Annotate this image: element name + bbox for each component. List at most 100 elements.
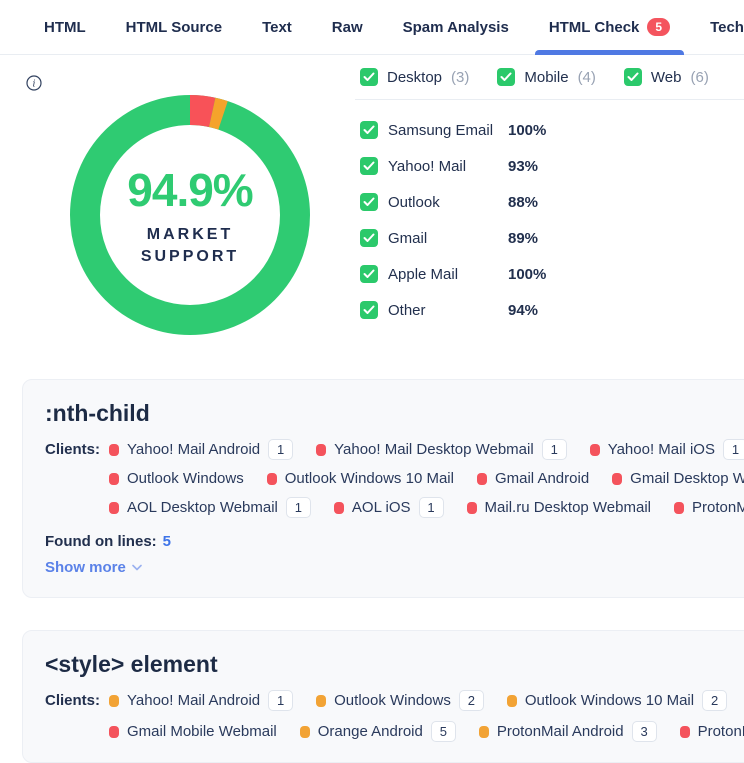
tab-label: Raw (331, 18, 363, 36)
filter-count: (4) (577, 68, 596, 86)
tab-html-source[interactable]: HTML Source (112, 0, 236, 54)
client-chip-count-badge: 1 (285, 497, 311, 518)
issue-title: :nth-child (45, 400, 150, 426)
checkbox-checked-icon[interactable] (360, 68, 378, 86)
client-chip-row: Yahoo! Mail Android 1 Outlook Windows 2 … (109, 690, 744, 711)
show-more-label: Show more (45, 559, 126, 576)
tab-text[interactable]: Text (248, 0, 306, 54)
filter-label: Web (650, 68, 682, 86)
client-chip-label: Gmail Desktop Webmail (630, 470, 744, 487)
client-support-percent: 100% (508, 265, 547, 283)
tab-tech-info[interactable]: Tech Info (696, 0, 744, 54)
checkbox-checked-icon[interactable] (497, 68, 516, 86)
checkbox-checked-icon[interactable] (360, 193, 378, 211)
client-chip-row: Outlook Windows Outlook Windows 10 Mail … (109, 470, 744, 487)
client-support-percent: 100% (508, 121, 547, 139)
platform-filters: Desktop (3) Mobile (4) Web (6) (355, 68, 744, 86)
tab-html[interactable]: HTML (30, 0, 100, 54)
client-chip-count-badge: 3 (631, 721, 657, 742)
tab-raw[interactable]: Raw (318, 0, 377, 54)
client-name: Outlook (388, 193, 440, 211)
client-chip-yahoo-mail-ios: Yahoo! Mail iOS 1 (589, 439, 744, 460)
client-support-percent: 93% (508, 157, 539, 175)
checkbox-checked-icon[interactable] (360, 157, 378, 175)
market-support-donut-chart: 94.9% MARKET SUPPORT (70, 95, 310, 335)
client-row-other: Other 94% (355, 292, 744, 328)
client-chip-label: Mail.ru Desktop Webmail (484, 499, 651, 516)
filter-count: (3) (451, 68, 470, 86)
filter-mobile[interactable]: Mobile (4) (497, 68, 596, 86)
client-chip-label: Outlook Windows (127, 470, 244, 487)
client-chip-label: Yahoo! Mail Android (127, 441, 261, 458)
client-chip-label: Yahoo! Mail iOS (607, 441, 715, 458)
warning-dot-icon (316, 694, 327, 707)
tab-label: HTML (44, 18, 86, 36)
error-dot-icon (679, 725, 690, 738)
client-chip-protonmail-android: ProtonMail Android 3 (478, 721, 657, 742)
client-chip-count-badge: 1 (268, 690, 294, 711)
client-chip-row: Yahoo! Mail Android 1 Yahoo! Mail Deskto… (109, 439, 744, 460)
error-dot-icon (109, 501, 119, 514)
client-name: Apple Mail (388, 265, 459, 283)
chevron-down-icon (132, 564, 142, 571)
tab-label: Spam Analysis (402, 18, 509, 36)
filter-desktop[interactable]: Desktop (3) (360, 68, 469, 86)
donut-segment-not-supported (70, 95, 310, 335)
client-chip-yahoo-mail-android: Yahoo! Mail Android 1 (109, 690, 294, 711)
client-chip-gmail-android: Gmail Android (476, 470, 589, 487)
checkbox-checked-icon[interactable] (360, 121, 378, 139)
issue-card-nth-child: :nth-child Clients: Yahoo! Mail Android … (22, 379, 744, 598)
client-chip-row: AOL Desktop Webmail 1 AOL iOS 1 Mail.ru … (109, 497, 744, 518)
client-row-gmail: Gmail 89% (355, 220, 744, 256)
warning-dot-icon (299, 725, 310, 738)
error-dot-icon (109, 472, 119, 485)
checkbox-checked-icon[interactable] (623, 68, 642, 86)
svg-text:i: i (32, 78, 35, 89)
found-on-lines-value[interactable]: 5 (162, 533, 171, 550)
info-icon[interactable]: i (26, 75, 42, 91)
client-chip-outlook-windows-10-mail: Outlook Windows 10 Mail 2 (506, 690, 728, 711)
client-chip-label: ProtonMail Desktop Webmail (692, 499, 744, 516)
found-on-lines-label: Found on lines: (45, 533, 157, 550)
checkbox-checked-icon[interactable] (360, 301, 378, 319)
error-dot-icon (674, 501, 684, 514)
client-support-percent: 94% (508, 301, 539, 319)
filter-web[interactable]: Web (6) (623, 68, 709, 86)
donut-center: 94.9% MARKET SUPPORT (102, 127, 278, 303)
show-more-link[interactable]: Show more (45, 559, 142, 576)
client-support-panel: Desktop (3) Mobile (4) Web (6) Samsung E… (355, 68, 744, 328)
error-dot-icon (109, 725, 119, 738)
client-chip-protonmail-desktop-webmail: ProtonMail Desktop Webmail (674, 497, 744, 518)
issue-card-list: :nth-child Clients: Yahoo! Mail Android … (0, 379, 744, 763)
client-chip-orange-android: Orange Android 5 (299, 721, 456, 742)
client-chip-aol-desktop-webmail: AOL Desktop Webmail 1 (109, 497, 311, 518)
client-chip-yahoo-mail-android: Yahoo! Mail Android 1 (109, 439, 294, 460)
client-chip-gmail-desktop-webmail: Gmail Desktop Webmail (612, 470, 744, 487)
donut-ring (70, 95, 310, 335)
tab-spam-analysis[interactable]: Spam Analysis (389, 0, 523, 54)
client-name: Other (388, 301, 426, 319)
client-chip-count-badge: 5 (430, 721, 456, 742)
client-chip-label: ProtonMail Android (496, 723, 624, 740)
client-chip-count-badge: 2 (458, 690, 484, 711)
client-row-outlook: Outlook 88% (355, 184, 744, 220)
client-chip-label: Outlook Windows (334, 692, 451, 709)
checkbox-checked-icon[interactable] (360, 265, 378, 283)
error-dot-icon (333, 501, 344, 514)
error-dot-icon (316, 443, 327, 456)
tab-label: HTML Check (548, 18, 640, 36)
client-chip-label: AOL Desktop Webmail (127, 499, 278, 516)
client-chip-yahoo-mail-desktop-webmail: Yahoo! Mail Desktop Webmail 1 (316, 439, 567, 460)
checkbox-checked-icon[interactable] (360, 229, 378, 247)
found-on-lines: Found on lines: 5 (45, 533, 744, 550)
tab-html-check[interactable]: HTML Check 5 (534, 0, 685, 55)
client-row-samsung-email: Samsung Email 100% (355, 112, 744, 148)
client-chip-outlook-windows-10-mail: Outlook Windows 10 Mail (266, 470, 454, 487)
client-row-apple-mail: Apple Mail 100% (355, 256, 744, 292)
client-chip-count-badge: 1 (541, 439, 567, 460)
error-dot-icon (476, 472, 487, 485)
client-chip-count-badge: 1 (418, 497, 444, 518)
client-chip-label: Gmail Mobile Webmail (127, 723, 277, 740)
client-support-list: Samsung Email 100% Yahoo! Mail 93% Outlo… (355, 112, 744, 328)
warning-dot-icon (506, 694, 517, 707)
